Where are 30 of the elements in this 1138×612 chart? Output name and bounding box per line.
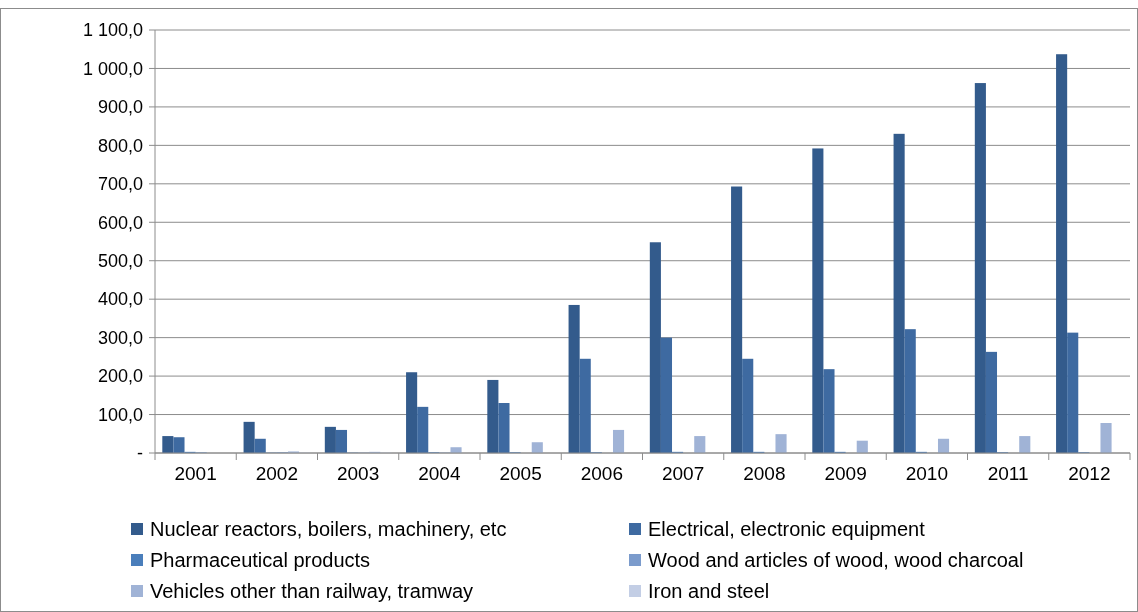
y-tick-label: 800,0	[97, 135, 143, 156]
x-tick-label: 2003	[336, 463, 380, 485]
x-tick-label: 2004	[418, 463, 461, 485]
x-tick-label: 2005	[499, 463, 542, 485]
legend-label: Vehicles other than railway, tramway	[150, 580, 474, 602]
x-tick-label: 2002	[255, 463, 299, 485]
x-tick-label: 2001	[174, 463, 217, 485]
y-tick-label: 1 000,0	[82, 58, 143, 79]
legend-label: Pharmaceutical products	[150, 549, 371, 571]
y-tick-label: 900,0	[97, 97, 143, 118]
y-tick-label: 300,0	[97, 327, 143, 348]
x-tick-label: 2012	[1068, 463, 1111, 485]
legend-label: Wood and articles of wood, wood charcoal	[648, 549, 1024, 571]
y-tick-label: 600,0	[97, 212, 143, 233]
y-tick-label: -	[137, 443, 143, 464]
y-tick-label: 400,0	[97, 289, 143, 310]
y-tick-label: 200,0	[97, 366, 143, 387]
x-tick-label: 2007	[661, 463, 705, 485]
y-tick-label: 700,0	[97, 174, 143, 195]
x-tick-label: 2009	[824, 463, 867, 485]
x-tick-label: 2006	[580, 463, 624, 485]
legend-label: Iron and steel	[648, 580, 770, 602]
y-tick-label: 1 100,0	[82, 20, 143, 41]
x-tick-label: 2011	[987, 463, 1029, 485]
y-tick-label: 500,0	[97, 251, 143, 272]
y-tick-label: 100,0	[97, 404, 143, 425]
x-tick-label: 2008	[743, 463, 786, 485]
x-tick-label: 2010	[905, 463, 949, 485]
legend-label: Nuclear reactors, boilers, machinery, etc	[150, 518, 507, 540]
legend-label: Electrical, electronic equipment	[648, 518, 926, 540]
